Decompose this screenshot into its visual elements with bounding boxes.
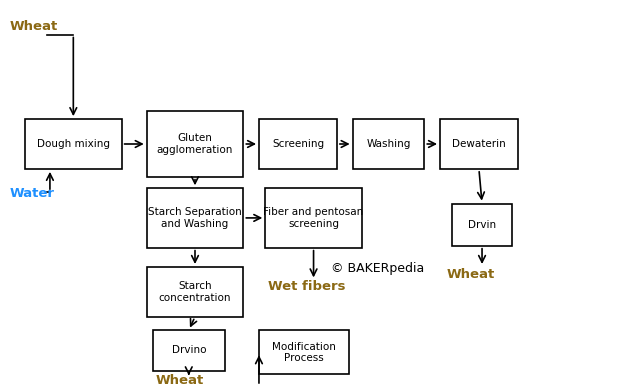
Text: Wheat: Wheat <box>446 268 494 281</box>
Bar <box>25 119 122 169</box>
Text: Dewaterin: Dewaterin <box>452 139 506 149</box>
Text: Water: Water <box>9 187 54 200</box>
Bar <box>452 204 512 246</box>
Bar <box>259 330 349 374</box>
Text: Wheat: Wheat <box>156 374 204 384</box>
Text: Starch Separation
and Washing: Starch Separation and Washing <box>148 207 242 229</box>
Text: Washing: Washing <box>366 139 411 149</box>
Bar <box>265 188 362 248</box>
Text: Drvino: Drvino <box>172 345 206 356</box>
Bar <box>153 330 225 371</box>
Text: Starch
concentration: Starch concentration <box>158 281 232 303</box>
Bar <box>147 188 243 248</box>
Bar <box>440 119 518 169</box>
Text: Gluten
agglomeration: Gluten agglomeration <box>157 133 233 155</box>
Text: Screening: Screening <box>272 139 324 149</box>
Text: Dough mixing: Dough mixing <box>37 139 110 149</box>
Text: Fiber and pentosan
screening: Fiber and pentosan screening <box>263 207 364 229</box>
Text: Modification
Process: Modification Process <box>272 341 336 363</box>
Text: Wet fibers: Wet fibers <box>268 280 346 293</box>
Text: Wheat: Wheat <box>9 20 57 33</box>
Text: © BAKERpedia: © BAKERpedia <box>331 262 424 275</box>
Bar <box>353 119 424 169</box>
Bar <box>259 119 337 169</box>
Bar <box>147 267 243 317</box>
Bar <box>147 111 243 177</box>
Text: Drvin: Drvin <box>468 220 496 230</box>
